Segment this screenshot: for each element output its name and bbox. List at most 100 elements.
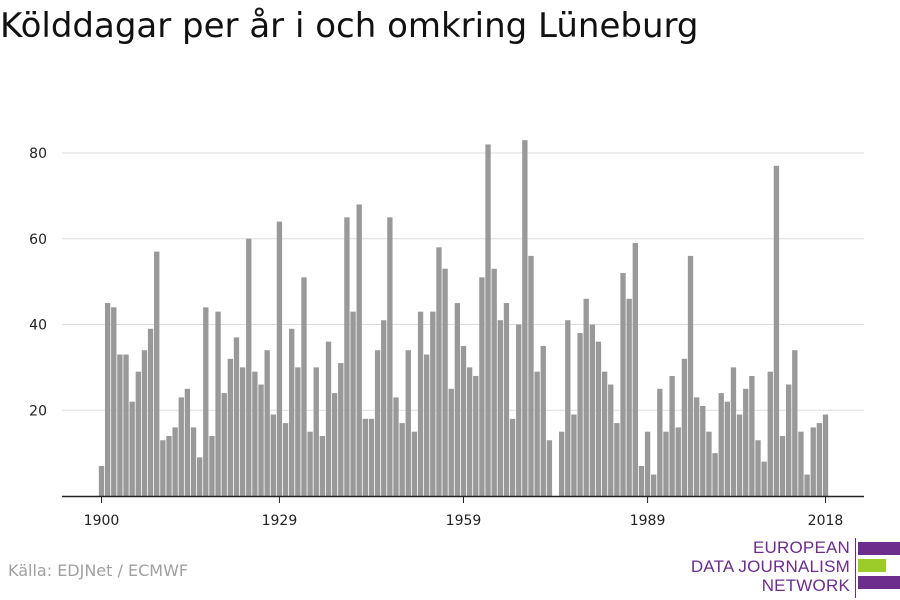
bar-1966 [503, 303, 510, 496]
logo-bar-purple-bottom [858, 576, 900, 589]
bar-2015 [804, 474, 810, 496]
bar-1910 [160, 440, 166, 496]
bar-1968 [516, 324, 522, 496]
bar-1972 [540, 345, 546, 496]
x-tick-label-2018: 2018 [808, 513, 844, 529]
bar-1975 [559, 431, 565, 496]
x-tick-label-1989: 1989 [630, 513, 666, 529]
bar-1912 [172, 427, 178, 496]
bar-1936 [319, 435, 326, 496]
bar-1922 [233, 337, 240, 496]
bar-1962 [479, 277, 485, 496]
bar-2003 [730, 367, 737, 496]
bar-1906 [135, 371, 141, 496]
bar-2005 [743, 388, 749, 496]
bar-1930 [282, 423, 289, 496]
bar-1961 [473, 375, 479, 496]
bar-1992 [663, 431, 669, 496]
x-tick-label-1929: 1929 [262, 513, 298, 529]
bar-1944 [368, 418, 375, 496]
bar-1939 [338, 363, 344, 496]
bar-2000 [712, 453, 718, 496]
bar-1969 [522, 140, 528, 496]
bar-2009 [767, 371, 773, 496]
bar-2010 [773, 165, 780, 497]
gridlines [62, 152, 864, 411]
bar-1900 [98, 465, 105, 496]
bar-1998 [700, 405, 706, 496]
bar-1937 [325, 341, 332, 496]
bar-1950 [405, 350, 411, 496]
x-tick-label-1900: 1900 [84, 513, 120, 529]
bar-1940 [344, 217, 350, 496]
bar-1916 [197, 457, 203, 496]
bar-1925 [252, 371, 258, 496]
bar-2004 [736, 414, 743, 496]
bar-1971 [534, 371, 540, 496]
bar-1948 [393, 397, 399, 496]
bar-1915 [190, 427, 197, 496]
bar-1913 [178, 397, 184, 496]
bar-1965 [497, 320, 503, 496]
bar-1909 [154, 251, 160, 496]
logo-bar-purple-top [858, 542, 900, 555]
bar-1921 [227, 358, 234, 496]
chart-title: Kölddagar per år i och omkring Lüneburg [0, 6, 699, 46]
bar-1981 [595, 341, 602, 496]
bar-1938 [331, 393, 338, 496]
bar-1970 [528, 255, 534, 496]
bar-1979 [583, 298, 589, 496]
logo-separator [855, 538, 856, 598]
bar-1932 [295, 367, 301, 496]
bar-2018 [822, 414, 829, 496]
bar-1941 [350, 311, 356, 496]
bar-1955 [436, 247, 442, 496]
bar-1997 [693, 397, 700, 496]
bar-1959 [460, 345, 467, 496]
bar-1984 [614, 423, 620, 496]
bar-1953 [424, 354, 430, 496]
bar-1911 [166, 435, 172, 496]
bar-2002 [724, 401, 730, 496]
bar-1908 [147, 328, 154, 496]
logo-bar-green [858, 559, 886, 572]
bar-2011 [779, 435, 786, 496]
bar-1946 [381, 320, 387, 496]
bar-2006 [749, 375, 755, 496]
bar-1903 [117, 354, 123, 496]
bar-1999 [706, 431, 712, 496]
bar-1902 [111, 307, 117, 496]
bar-1949 [399, 423, 405, 496]
bar-1917 [203, 307, 209, 496]
bar-1952 [417, 311, 424, 496]
bar-1934 [307, 431, 313, 496]
bar-1905 [129, 401, 135, 496]
bar-1942 [356, 204, 362, 496]
bar-1973 [546, 440, 553, 496]
bar-1907 [141, 350, 148, 496]
bar-1954 [430, 311, 436, 496]
bar-1986 [626, 298, 632, 496]
y-tick-label-80: 80 [29, 146, 47, 162]
bar-2007 [755, 440, 761, 496]
bar-1976 [565, 320, 571, 496]
bar-1964 [491, 268, 497, 496]
edjnet-logo: EUROPEAN DATA JOURNALISM NETWORK [691, 538, 900, 598]
bar-2014 [798, 431, 804, 496]
y-tick-label-60: 60 [29, 232, 47, 248]
bar-1904 [123, 354, 129, 496]
bar-1983 [608, 384, 614, 496]
bar-1901 [104, 303, 111, 496]
bar-1958 [454, 303, 461, 496]
bar-1963 [485, 144, 491, 497]
bar-2017 [816, 423, 823, 496]
bar-1995 [681, 358, 688, 496]
bar-2013 [792, 350, 798, 496]
bar-1988 [638, 465, 645, 496]
bar-1994 [675, 427, 681, 496]
bar-1957 [448, 388, 454, 496]
bar-1985 [620, 273, 626, 496]
bar-1926 [258, 384, 264, 496]
bar-1931 [289, 328, 295, 496]
